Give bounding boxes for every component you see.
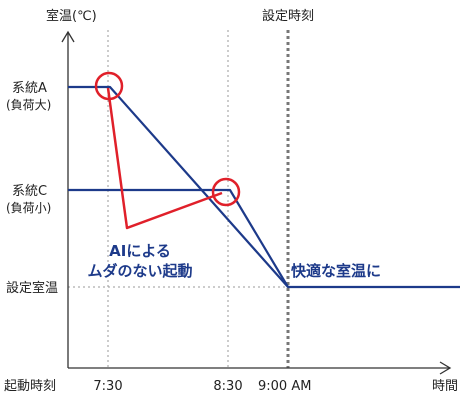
tick-830: 8:30 <box>213 379 242 394</box>
tick-730: 7:30 <box>93 379 122 394</box>
comfort-annotation: 快適な室温に <box>291 262 381 280</box>
y-axis-arrow <box>61 30 75 43</box>
y-axis-title: 室温(℃) <box>46 8 97 24</box>
x-axis-prefix: 起動時刻 <box>4 379 56 394</box>
system-a-load: (負荷大) <box>6 98 51 112</box>
tick-900: 9:00 AM <box>258 379 311 394</box>
x-axis-arrow <box>439 361 452 375</box>
system-c-label: 系統C <box>12 184 47 199</box>
system-c-load: (負荷小) <box>6 201 51 215</box>
set-temp-label: 設定室温 <box>6 280 58 296</box>
system-a-label: 系統A <box>12 81 47 96</box>
ai-start-marker-a <box>94 71 124 101</box>
ai-start-marker-c <box>211 177 241 207</box>
ai-startup-path <box>106 87 223 230</box>
ai-annotation-line2: ムダのない起動 <box>87 262 192 280</box>
x-axis-title: 時間 <box>432 379 458 394</box>
system-a-curve <box>68 85 460 289</box>
set-time-label: 設定時刻 <box>262 8 314 24</box>
ai-annotation-line1: AIによる <box>109 242 171 260</box>
